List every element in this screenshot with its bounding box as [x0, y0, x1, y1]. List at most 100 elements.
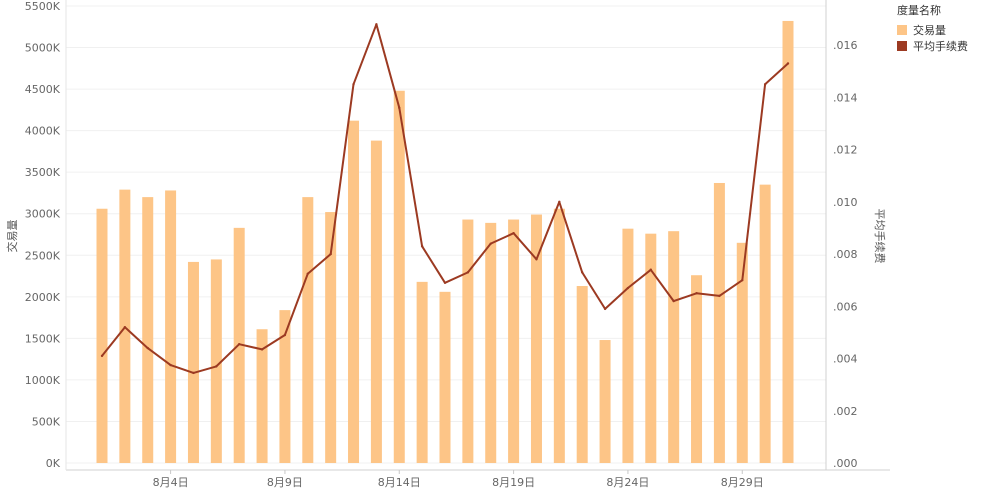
- bar[interactable]: [736, 242, 748, 463]
- axes: [65, 0, 890, 471]
- line-point[interactable]: [169, 363, 172, 367]
- right-tick-label: .014: [833, 91, 858, 104]
- bar[interactable]: [302, 197, 314, 464]
- legend-item-volume[interactable]: 交易量: [897, 22, 968, 38]
- left-tick-label: 1500K: [25, 332, 61, 345]
- bar[interactable]: [393, 90, 405, 464]
- bar-series: [96, 20, 794, 464]
- line-point[interactable]: [626, 286, 630, 290]
- right-axis-title: 平均手续费: [873, 209, 887, 264]
- line-point[interactable]: [123, 326, 127, 329]
- bar[interactable]: [508, 219, 520, 463]
- x-tick-label: 8月9日: [267, 476, 303, 489]
- legend-swatch-volume: [897, 25, 907, 35]
- line-point[interactable]: [443, 281, 447, 285]
- x-tick-label: 8月14日: [378, 476, 421, 489]
- left-tick-label: 4000K: [25, 125, 61, 138]
- line-point[interactable]: [489, 242, 492, 245]
- right-axis-ticks: .000 .002 .004 .006 .008 .010 .012 .014 .016: [833, 39, 858, 470]
- line-series: [100, 23, 790, 375]
- bar[interactable]: [439, 291, 451, 463]
- legend: 度量名称 交易量 平均手续费: [897, 2, 968, 54]
- line-point[interactable]: [466, 271, 470, 274]
- bar[interactable]: [279, 310, 291, 463]
- bar[interactable]: [759, 184, 771, 464]
- bar[interactable]: [325, 212, 337, 463]
- legend-label-volume: 交易量: [913, 24, 946, 37]
- bar[interactable]: [691, 275, 703, 463]
- line-point[interactable]: [763, 83, 767, 86]
- left-tick-label: 5500K: [25, 0, 61, 13]
- right-tick-label: .002: [833, 405, 858, 418]
- bar[interactable]: [348, 120, 360, 463]
- line-point[interactable]: [260, 348, 264, 351]
- line-point[interactable]: [329, 252, 332, 256]
- bar[interactable]: [553, 208, 565, 463]
- line-point[interactable]: [695, 292, 698, 295]
- left-tick-label: 3500K: [25, 166, 61, 179]
- bar[interactable]: [576, 286, 588, 463]
- x-tick-label: 8月19日: [492, 476, 535, 489]
- line-point[interactable]: [535, 258, 538, 261]
- right-tick-label: .004: [833, 353, 858, 366]
- line-point[interactable]: [718, 294, 721, 298]
- line-point[interactable]: [558, 200, 561, 204]
- right-tick-label: .006: [833, 300, 858, 313]
- bar[interactable]: [599, 340, 611, 463]
- line-point[interactable]: [649, 268, 652, 271]
- bar[interactable]: [645, 233, 657, 463]
- line-point[interactable]: [741, 279, 744, 282]
- line-point[interactable]: [192, 371, 195, 375]
- bar[interactable]: [142, 197, 154, 464]
- bar[interactable]: [370, 140, 382, 463]
- legend-swatch-avg-fee: [897, 41, 907, 51]
- bar[interactable]: [713, 182, 725, 463]
- line-point[interactable]: [238, 342, 241, 346]
- left-tick-label: 2000K: [25, 291, 61, 304]
- bar[interactable]: [96, 208, 108, 463]
- right-tick-label: .000: [833, 457, 858, 470]
- left-tick-label: 3000K: [25, 208, 61, 221]
- bar[interactable]: [210, 259, 222, 463]
- line-point[interactable]: [512, 231, 515, 235]
- line-point[interactable]: [375, 23, 378, 26]
- bar[interactable]: [187, 261, 199, 463]
- right-tick-label: .016: [833, 39, 858, 52]
- bar[interactable]: [668, 231, 680, 463]
- legend-item-avg-fee[interactable]: 平均手续费: [897, 38, 968, 54]
- left-axis-ticks: 0K 500K 1000K 1500K 2000K 2500K 3000K 3500K 4000…: [25, 0, 61, 470]
- line-point[interactable]: [398, 106, 401, 110]
- legend-title: 度量名称: [897, 4, 941, 17]
- left-tick-label: 0K: [46, 457, 61, 470]
- line-point[interactable]: [581, 271, 584, 274]
- line-point[interactable]: [283, 333, 287, 337]
- x-tick-label: 8月4日: [153, 476, 189, 489]
- bar[interactable]: [165, 190, 177, 463]
- left-tick-label: 500K: [32, 415, 61, 428]
- bar[interactable]: [782, 20, 794, 464]
- bar[interactable]: [416, 281, 428, 463]
- left-tick-label: 4500K: [25, 83, 61, 96]
- line-point[interactable]: [100, 354, 104, 358]
- left-axis-title: 交易量: [5, 220, 19, 253]
- right-tick-label: .008: [833, 248, 858, 261]
- bar[interactable]: [530, 214, 542, 463]
- line-point[interactable]: [215, 365, 218, 368]
- bar[interactable]: [622, 228, 634, 463]
- line-point[interactable]: [306, 272, 309, 275]
- x-axis-ticks: 8月4日 8月9日 8月14日 8月19日 8月24日 8月29日: [153, 470, 764, 489]
- bar[interactable]: [256, 329, 268, 463]
- x-tick-label: 8月24日: [606, 476, 649, 489]
- line-point[interactable]: [352, 83, 355, 86]
- right-tick-label: .010: [833, 196, 858, 209]
- left-tick-label: 5000K: [25, 42, 61, 55]
- line-point[interactable]: [672, 299, 675, 303]
- line-point[interactable]: [786, 62, 790, 65]
- line-point[interactable]: [603, 307, 607, 311]
- legend-label-avg-fee: 平均手续费: [913, 40, 968, 53]
- line-point[interactable]: [420, 245, 424, 248]
- bar[interactable]: [485, 222, 497, 463]
- bar[interactable]: [462, 219, 474, 463]
- line-point[interactable]: [146, 346, 149, 350]
